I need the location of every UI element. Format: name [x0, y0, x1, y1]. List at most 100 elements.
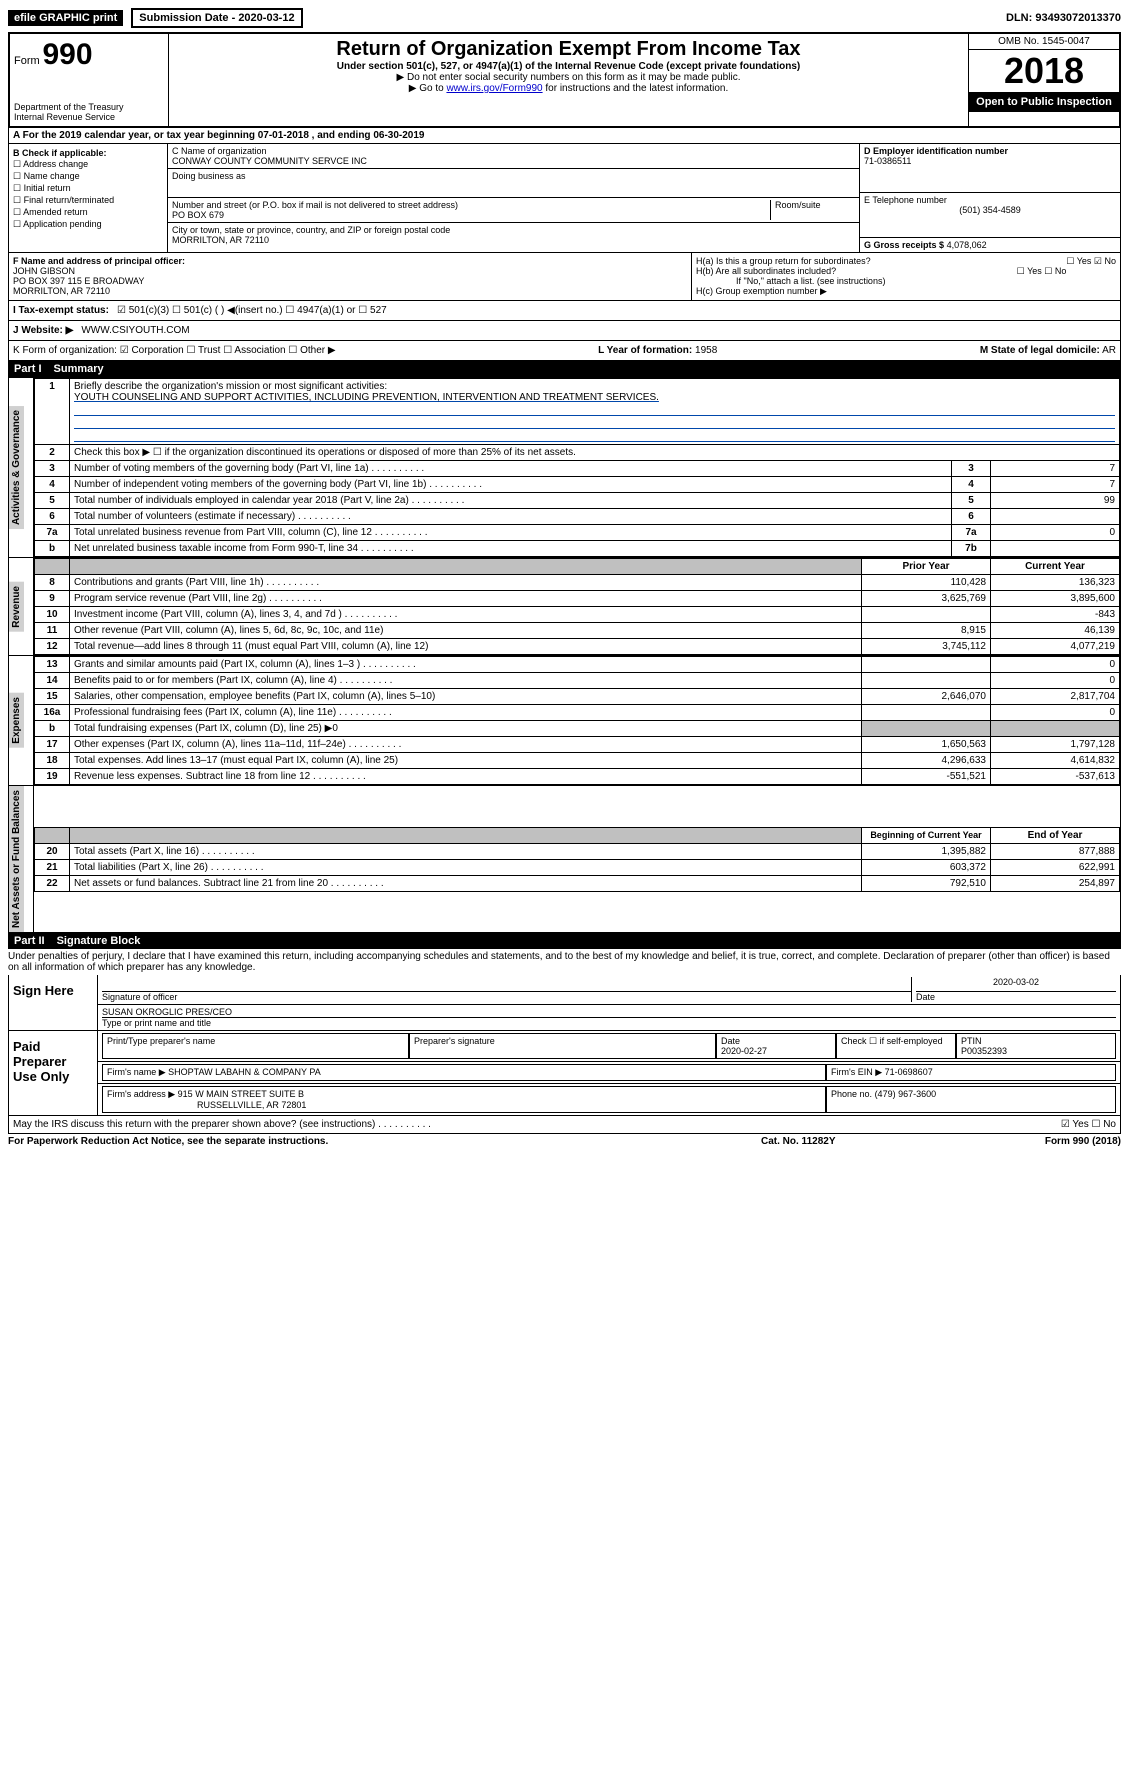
chk-addr[interactable]: ☐ Address change: [13, 159, 163, 170]
mission-line: [74, 429, 1115, 442]
officer-addr: PO BOX 397 115 E BROADWAY: [13, 276, 687, 286]
dba-label: Doing business as: [172, 171, 855, 181]
firm-name: SHOPTAW LABAHN & COMPANY PA: [168, 1067, 321, 1077]
sig-name: SUSAN OKROGLIC PRES/CEO: [102, 1007, 1116, 1018]
table-row: 16aProfessional fundraising fees (Part I…: [35, 705, 1120, 721]
room-label: Room/suite: [770, 200, 855, 220]
net-vert: Net Assets or Fund Balances: [9, 786, 24, 932]
open-public: Open to Public Inspection: [969, 92, 1119, 112]
box-h: H(a) Is this a group return for subordin…: [692, 253, 1120, 300]
chk-amended[interactable]: ☐ Amended return: [13, 207, 163, 218]
firm-addr-label: Firm's address ▶: [107, 1089, 175, 1099]
ein: 71-0386511: [864, 156, 1116, 166]
table-row: 20Total assets (Part X, line 16)1,395,88…: [35, 843, 1120, 859]
tax-status-label: I Tax-exempt status:: [13, 305, 109, 316]
hdr-curr: Current Year: [991, 559, 1120, 575]
table-row: 15Salaries, other compensation, employee…: [35, 689, 1120, 705]
discuss-yn[interactable]: ☑ Yes ☐ No: [1061, 1119, 1116, 1130]
r3v: 7: [991, 461, 1120, 477]
r7bv: [991, 541, 1120, 557]
ptin-label: PTIN: [961, 1036, 982, 1046]
sign-here-label: Sign Here: [9, 975, 98, 1030]
firm-ein-label: Firm's EIN ▶: [831, 1067, 882, 1077]
firm-name-label: Firm's name ▶: [107, 1067, 166, 1077]
phone: (479) 967-3600: [875, 1089, 937, 1099]
table-row: 21Total liabilities (Part X, line 26)603…: [35, 859, 1120, 875]
mission-line: [74, 403, 1115, 416]
box-c: C Name of organization CONWAY COUNTY COM…: [168, 144, 860, 252]
addr: PO BOX 679: [172, 210, 770, 220]
firm-addr: 915 W MAIN STREET SUITE B: [178, 1089, 304, 1099]
chk-initial[interactable]: ☐ Initial return: [13, 183, 163, 194]
tel-label: E Telephone number: [864, 195, 1116, 205]
omb: OMB No. 1545-0047: [969, 34, 1119, 50]
tax-year: 2018: [969, 50, 1119, 92]
ha-label: H(a) Is this a group return for subordin…: [696, 256, 871, 266]
name-label: C Name of organization: [172, 146, 855, 156]
info-grid: B Check if applicable: ☐ Address change …: [8, 144, 1121, 253]
form-label: Form: [14, 55, 40, 67]
r4v: 7: [991, 477, 1120, 493]
l-label: L Year of formation:: [598, 345, 692, 356]
hdr-end: End of Year: [991, 827, 1120, 843]
form-header: Form 990 Department of the Treasury Inte…: [8, 32, 1121, 128]
r5: Total number of individuals employed in …: [70, 493, 952, 509]
gov-vert: Activities & Governance: [9, 406, 24, 529]
rev-vert: Revenue: [9, 582, 24, 632]
firm-ein: 71-0698607: [885, 1067, 933, 1077]
goto-note: ▶ Go to www.irs.gov/Form990 for instruct…: [173, 83, 964, 94]
period-row: A For the 2019 calendar year, or tax yea…: [8, 128, 1121, 144]
efile-label[interactable]: efile GRAPHIC print: [8, 10, 123, 26]
prep-label: Paid Preparer Use Only: [9, 1031, 98, 1115]
website-row: J Website: ▶ WWW.CSIYOUTH.COM: [8, 321, 1121, 341]
r7av: 0: [991, 525, 1120, 541]
r3: Number of voting members of the governin…: [70, 461, 952, 477]
part2-title: Signature Block: [57, 935, 141, 947]
footer-right: Form 990 (2018): [961, 1136, 1121, 1147]
table-row: 18Total expenses. Add lines 13–17 (must …: [35, 753, 1120, 769]
box-b-title: B Check if applicable:: [13, 148, 163, 158]
box-b: B Check if applicable: ☐ Address change …: [9, 144, 168, 252]
sig-officer-label: Signature of officer: [102, 992, 177, 1002]
submission-date: Submission Date - 2020-03-12: [131, 8, 302, 28]
officer-group-row: F Name and address of principal officer:…: [8, 253, 1121, 301]
hdr-prior: Prior Year: [862, 559, 991, 575]
footer-left: For Paperwork Reduction Act Notice, see …: [8, 1136, 761, 1147]
discuss-q: May the IRS discuss this return with the…: [13, 1119, 1061, 1130]
table-row: 19Revenue less expenses. Subtract line 1…: [35, 769, 1120, 785]
ha-yn[interactable]: ☐ Yes ☑ No: [1066, 256, 1116, 267]
k-org[interactable]: K Form of organization: ☑ Corporation ☐ …: [13, 345, 336, 356]
r2[interactable]: Check this box ▶ ☐ if the organization d…: [70, 445, 1120, 461]
r7a: Total unrelated business revenue from Pa…: [70, 525, 952, 541]
prep-check[interactable]: Check ☐ if self-employed: [836, 1033, 956, 1059]
dln: DLN: 93493072013370: [1006, 12, 1121, 24]
r4: Number of independent voting members of …: [70, 477, 952, 493]
chk-final[interactable]: ☐ Final return/terminated: [13, 195, 163, 206]
city: MORRILTON, AR 72110: [172, 235, 855, 245]
sig-date-label: Date: [916, 992, 935, 1002]
ssn-note: ▶ Do not enter social security numbers o…: [173, 72, 964, 83]
officer-name: JOHN GIBSON: [13, 266, 687, 276]
table-row: 12Total revenue—add lines 8 through 11 (…: [35, 639, 1120, 655]
table-row: 10Investment income (Part VIII, column (…: [35, 607, 1120, 623]
sig-name-label: Type or print name and title: [102, 1018, 211, 1028]
tax-status-opts[interactable]: ☑ 501(c)(3) ☐ 501(c) ( ) ◀(insert no.) ☐…: [117, 305, 387, 316]
chk-pending[interactable]: ☐ Application pending: [13, 219, 163, 230]
sig-date: 2020-03-02: [916, 977, 1116, 992]
table-row: 13Grants and similar amounts paid (Part …: [35, 657, 1120, 673]
footer-mid: Cat. No. 11282Y: [761, 1136, 961, 1147]
part1-title: Summary: [54, 363, 104, 375]
hb-yn[interactable]: ☐ Yes ☐ No: [1017, 266, 1067, 277]
irs-link[interactable]: www.irs.gov/Form990: [446, 83, 542, 94]
ptin: P00352393: [961, 1046, 1007, 1056]
chk-name[interactable]: ☐ Name change: [13, 171, 163, 182]
hb-label: H(b) Are all subordinates included?: [696, 266, 836, 276]
goto-pre: ▶ Go to: [409, 83, 447, 94]
hb-note: If "No," attach a list. (see instruction…: [696, 276, 1116, 286]
ein-label: D Employer identification number: [864, 146, 1116, 156]
net-table: Beginning of Current YearEnd of Year 20T…: [34, 827, 1120, 892]
goto-post: for instructions and the latest informat…: [543, 83, 729, 94]
website-label: J Website: ▶: [13, 325, 73, 336]
hdr-beg: Beginning of Current Year: [862, 827, 991, 843]
m-val: AR: [1102, 345, 1116, 356]
